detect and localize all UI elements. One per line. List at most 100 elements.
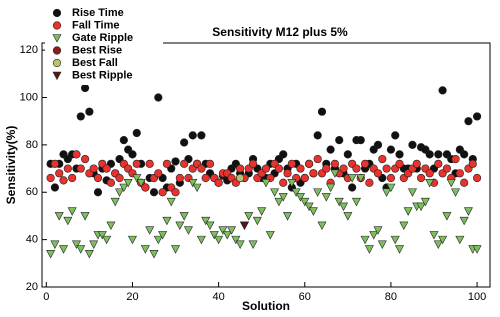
data-point <box>154 93 163 102</box>
data-point <box>63 164 72 173</box>
data-point <box>59 245 69 254</box>
x-tick-label: 60 <box>299 291 311 303</box>
data-point <box>154 169 163 178</box>
data-point <box>179 212 189 221</box>
data-point <box>460 178 469 187</box>
data-point <box>218 226 228 235</box>
data-point <box>347 174 357 183</box>
data-point <box>283 169 292 178</box>
legend-marker <box>52 21 62 30</box>
data-point <box>180 159 189 168</box>
data-point <box>153 235 163 245</box>
data-point <box>472 112 482 121</box>
data-point <box>330 169 340 178</box>
data-point <box>339 164 348 173</box>
data-point <box>80 212 90 221</box>
data-point <box>248 240 258 249</box>
data-point <box>63 216 73 226</box>
data-point <box>377 240 387 249</box>
data-point <box>283 212 293 221</box>
data-point <box>395 150 404 159</box>
data-point <box>171 157 180 166</box>
data-point <box>438 86 447 95</box>
data-point <box>356 174 366 183</box>
legend-box <box>45 4 163 85</box>
data-point <box>54 212 64 221</box>
data-point <box>279 150 288 159</box>
data-point <box>425 169 434 178</box>
legend-label: Best Ripple <box>72 69 133 81</box>
data-point <box>175 173 184 183</box>
data-point <box>149 250 159 259</box>
data-point <box>459 216 469 226</box>
data-point <box>214 235 224 245</box>
data-point <box>395 245 405 254</box>
data-point <box>201 216 211 226</box>
data-point <box>365 178 374 187</box>
legend-marker <box>52 58 62 68</box>
data-point <box>110 197 120 207</box>
data-point <box>360 159 370 168</box>
data-point <box>140 245 150 254</box>
data-point <box>321 193 331 202</box>
data-point <box>313 131 322 140</box>
data-point <box>80 83 90 93</box>
data-point <box>158 188 167 197</box>
legend-label: Best Fall <box>72 57 118 69</box>
data-point <box>291 188 301 197</box>
data-point <box>434 150 443 159</box>
data-point <box>386 183 396 193</box>
data-point <box>183 226 193 235</box>
legend-label: Gate Ripple <box>72 32 133 44</box>
data-point <box>339 202 349 212</box>
data-point <box>115 173 124 183</box>
data-point <box>265 231 275 240</box>
data-point <box>317 221 327 231</box>
data-point <box>171 245 181 254</box>
legend-marker <box>52 71 62 81</box>
x-axis-label: Solution <box>242 299 290 313</box>
data-point <box>322 164 331 173</box>
data-point <box>175 221 185 231</box>
data-point <box>248 159 258 168</box>
data-point <box>412 159 421 168</box>
legend-marker <box>52 8 62 18</box>
data-point <box>102 235 112 245</box>
data-point <box>278 193 288 202</box>
y-tick-label: 40 <box>26 234 38 246</box>
data-point <box>343 150 352 159</box>
data-point <box>244 212 254 221</box>
data-point <box>50 240 60 249</box>
data-point <box>214 178 223 187</box>
data-point <box>89 164 98 173</box>
data-point <box>192 183 202 193</box>
data-point <box>408 140 417 149</box>
data-point <box>127 235 137 245</box>
data-point <box>395 159 404 168</box>
data-point <box>343 212 353 221</box>
data-point <box>252 216 262 226</box>
data-point <box>295 193 305 202</box>
data-point <box>433 240 443 249</box>
data-point <box>472 245 482 254</box>
y-tick-label: 120 <box>20 44 38 56</box>
y-tick-label: 80 <box>26 139 38 151</box>
data-point <box>296 164 305 173</box>
data-point <box>123 178 133 188</box>
data-point <box>188 131 197 140</box>
data-point <box>261 178 271 188</box>
data-point <box>158 231 168 240</box>
data-point <box>378 154 387 164</box>
data-point <box>149 188 159 197</box>
data-point <box>399 221 409 231</box>
data-point <box>326 183 336 193</box>
data-point <box>373 140 383 149</box>
data-point <box>119 183 129 193</box>
data-point <box>304 159 314 168</box>
data-point <box>463 207 473 216</box>
data-point <box>119 136 128 145</box>
x-tick-label: 80 <box>385 291 397 303</box>
data-point <box>425 178 435 188</box>
data-point <box>442 164 452 173</box>
